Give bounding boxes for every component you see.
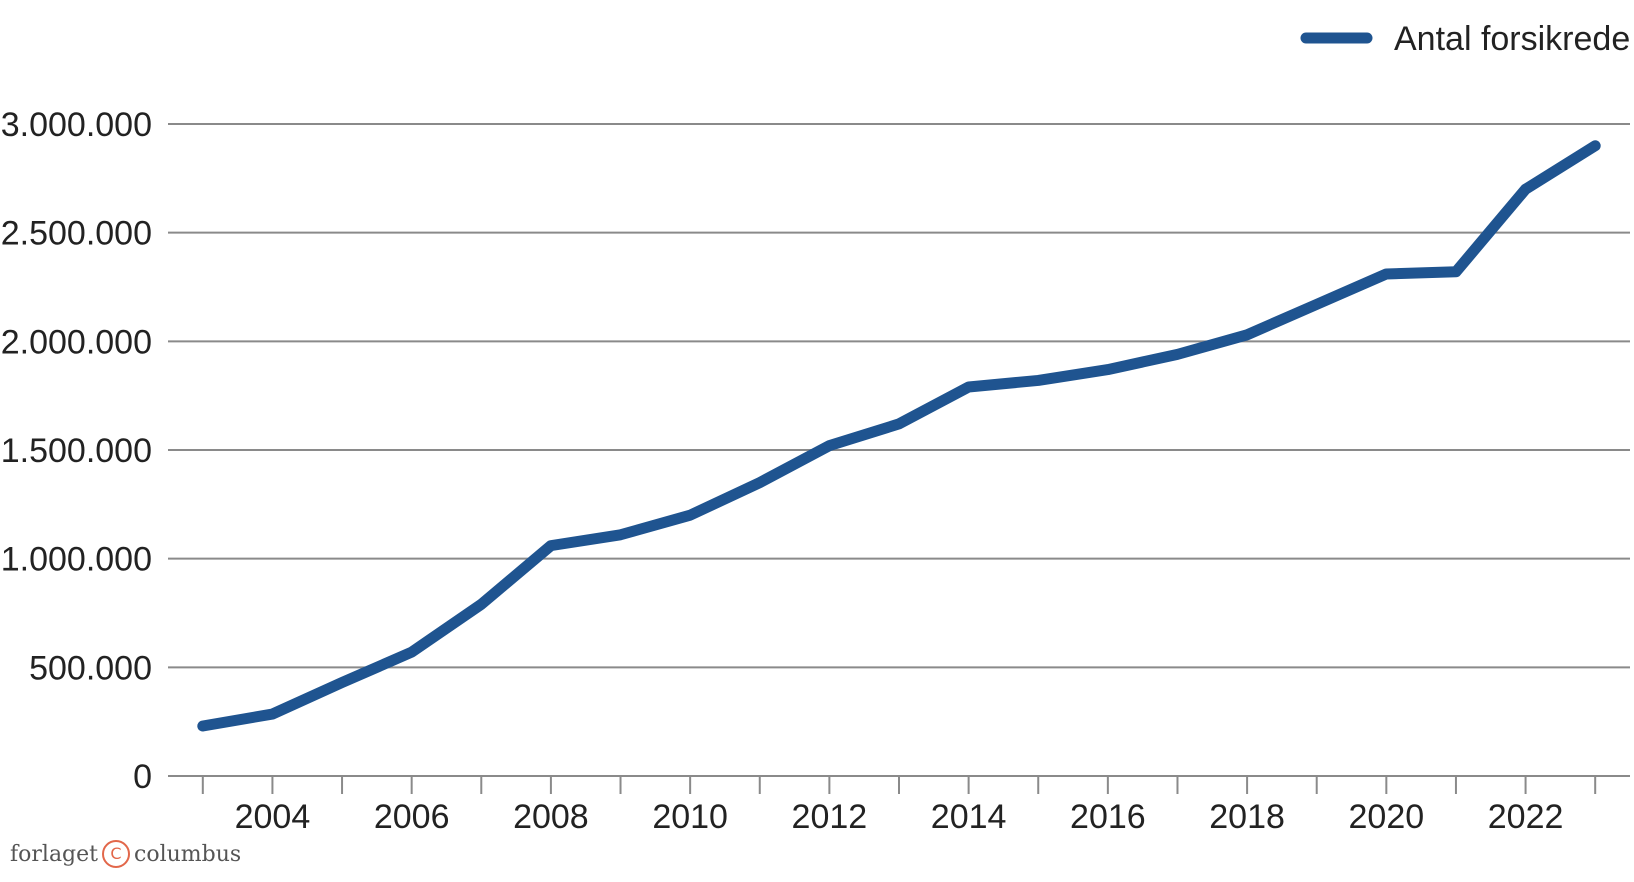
y-tick-label: 1.000.000 <box>1 541 152 579</box>
data-point <box>1385 273 1387 275</box>
y-tick-label: 2.000.000 <box>1 323 152 361</box>
data-point <box>271 713 273 715</box>
data-point <box>689 514 691 516</box>
legend-label: Antal forsikrede <box>1394 20 1630 58</box>
publisher-name-left: forlaget <box>10 841 98 867</box>
x-tick-label: 2010 <box>652 798 728 836</box>
data-point <box>759 482 761 484</box>
data-point <box>620 534 622 536</box>
x-tick-label: 2020 <box>1349 798 1425 836</box>
data-point <box>202 725 204 727</box>
data-point <box>550 545 552 547</box>
data-point <box>1594 145 1596 147</box>
x-axis: 2004 2006 2008 2010 2012 2014 2016 2018 2020 2022 <box>168 775 1630 836</box>
data-point <box>1037 379 1039 381</box>
data-point <box>968 386 970 388</box>
y-tick-label: 500.000 <box>29 649 152 687</box>
data-point <box>480 603 482 605</box>
publisher-footer: forlaget C columbus <box>10 840 241 868</box>
x-tick-label: 2012 <box>792 798 868 836</box>
copyright-icon: C <box>102 840 130 868</box>
y-tick-label: 2.500.000 <box>1 215 152 253</box>
data-point <box>898 423 900 425</box>
data-point <box>1176 353 1178 355</box>
data-point <box>1107 369 1109 371</box>
data-point <box>1525 188 1527 190</box>
data-point <box>411 651 413 653</box>
publisher-name-right: columbus <box>134 841 242 867</box>
x-tick-label: 2016 <box>1070 798 1146 836</box>
data-point <box>1316 303 1318 305</box>
grid-lines <box>168 123 1630 669</box>
x-tick-label: 2014 <box>931 798 1007 836</box>
y-tick-label: 0 <box>133 758 152 796</box>
x-tick-label: 2018 <box>1209 798 1285 836</box>
data-point <box>341 682 343 684</box>
series-layer <box>197 140 1601 732</box>
data-point <box>828 445 830 447</box>
x-tick-label: 2004 <box>235 798 311 836</box>
x-tick-label: 2008 <box>513 798 589 836</box>
y-tick-label: 1.500.000 <box>1 432 152 470</box>
legend: Antal forsikrede <box>1300 20 1630 58</box>
y-tick-label: 3.000.000 <box>1 106 152 144</box>
y-axis: 0 500.000 1.000.000 1.500.000 2.000.000 2.500… <box>1 106 152 796</box>
data-point <box>1246 334 1248 336</box>
x-tick-label: 2006 <box>374 798 450 836</box>
data-point <box>1455 271 1457 273</box>
x-tick-label: 2022 <box>1488 798 1564 836</box>
